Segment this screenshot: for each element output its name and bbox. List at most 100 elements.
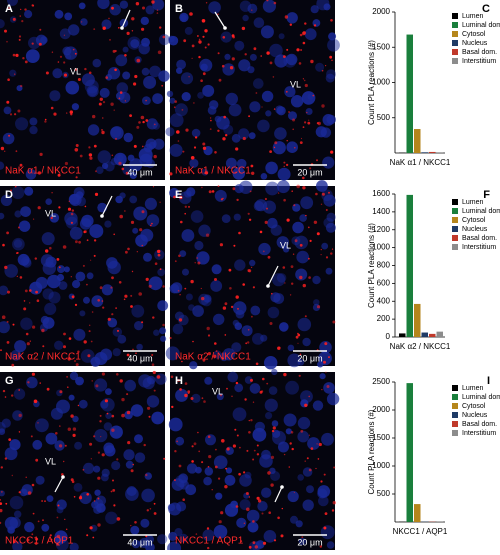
nucleus — [275, 105, 284, 114]
pla-dot — [53, 113, 56, 116]
pla-dot — [130, 295, 132, 297]
pla-dot — [184, 288, 186, 290]
nucleus — [35, 418, 49, 432]
nucleus — [108, 67, 120, 79]
nucleus — [153, 330, 159, 336]
pla-dot — [111, 491, 113, 493]
nucleus — [155, 373, 166, 384]
nucleus — [264, 356, 277, 369]
pla-dot — [192, 58, 193, 59]
pla-dot — [60, 56, 62, 58]
nucleus — [111, 461, 120, 470]
pla-dot — [76, 144, 79, 147]
pla-dot — [32, 373, 35, 376]
pla-dot — [142, 121, 144, 123]
nucleus — [32, 440, 42, 450]
pla-dot — [25, 61, 28, 64]
pla-dot — [28, 491, 32, 495]
nucleus — [203, 477, 212, 486]
pla-dot — [27, 342, 30, 345]
nucleus — [125, 487, 139, 501]
pla-dot — [141, 116, 145, 120]
pla-dot — [157, 375, 161, 379]
pla-dot — [290, 24, 292, 26]
pla-dot — [179, 318, 182, 321]
pla-dot — [222, 65, 225, 68]
panel-letter: H — [175, 375, 183, 387]
nucleus — [318, 485, 331, 498]
pla-dot — [59, 444, 62, 447]
pla-dot — [147, 407, 150, 410]
nucleus — [169, 98, 175, 104]
pla-dot — [174, 100, 177, 103]
pla-dot — [111, 7, 114, 10]
pla-dot — [113, 234, 115, 236]
pla-dot — [120, 379, 123, 382]
pla-dot — [141, 321, 143, 323]
pla-dot — [304, 80, 306, 82]
nucleus — [47, 495, 54, 502]
region-label: VL — [290, 79, 301, 89]
channel-label: NKCC1 / AQP1 — [175, 536, 244, 547]
pla-dot — [93, 28, 95, 30]
legend-label: Interstitium — [462, 430, 496, 437]
pla-dot — [157, 12, 159, 14]
pla-dot — [223, 36, 226, 39]
pla-dot — [176, 130, 180, 134]
pla-dot — [47, 388, 50, 391]
pla-dot — [238, 473, 241, 476]
pla-dot — [309, 469, 312, 472]
pla-dot — [5, 503, 7, 505]
pla-dot — [225, 468, 227, 470]
pla-dot — [286, 164, 288, 166]
pla-dot — [255, 545, 258, 548]
pla-dot — [237, 308, 239, 310]
pla-dot — [202, 36, 204, 38]
legend-label: Basal dom. — [462, 235, 497, 242]
nucleus — [326, 74, 335, 83]
pla-dot — [68, 428, 71, 431]
pla-dot — [190, 280, 193, 283]
pla-dot — [185, 129, 188, 132]
pla-dot — [4, 266, 7, 269]
nucleus — [104, 221, 111, 228]
nucleus — [169, 418, 183, 432]
pla-dot — [262, 513, 264, 515]
pla-dot — [283, 199, 286, 202]
pla-dot — [260, 391, 263, 394]
pla-dot — [8, 438, 11, 441]
pla-dot — [7, 291, 10, 294]
nucleus — [250, 383, 261, 394]
pla-dot — [89, 325, 90, 326]
legend-swatch — [452, 22, 458, 28]
pla-dot — [297, 343, 298, 344]
nucleus — [87, 272, 94, 279]
nucleus — [259, 454, 273, 468]
nucleus — [312, 276, 320, 284]
pla-dot — [198, 40, 201, 43]
pla-dot — [232, 57, 235, 60]
y-tick-label: 0 — [386, 332, 391, 341]
pla-dot — [63, 345, 66, 348]
pla-dot — [103, 101, 105, 103]
nucleus — [21, 257, 31, 267]
nucleus — [54, 341, 63, 350]
pla-dot — [180, 294, 181, 295]
pla-dot — [174, 450, 176, 452]
pla-dot — [100, 415, 102, 417]
pla-dot — [88, 146, 90, 148]
pla-dot — [204, 29, 207, 32]
channel-label: NKCC1 / AQP1 — [5, 536, 74, 547]
legend-swatch — [452, 31, 458, 37]
pla-dot — [93, 435, 95, 437]
nucleus — [250, 306, 260, 316]
pla-dot — [245, 342, 247, 344]
pla-dot — [139, 228, 142, 231]
pla-dot — [33, 513, 35, 515]
pla-dot — [11, 394, 13, 396]
nucleus — [128, 37, 141, 50]
pla-dot — [154, 390, 156, 392]
nucleus — [41, 316, 49, 324]
pla-dot — [171, 376, 174, 379]
